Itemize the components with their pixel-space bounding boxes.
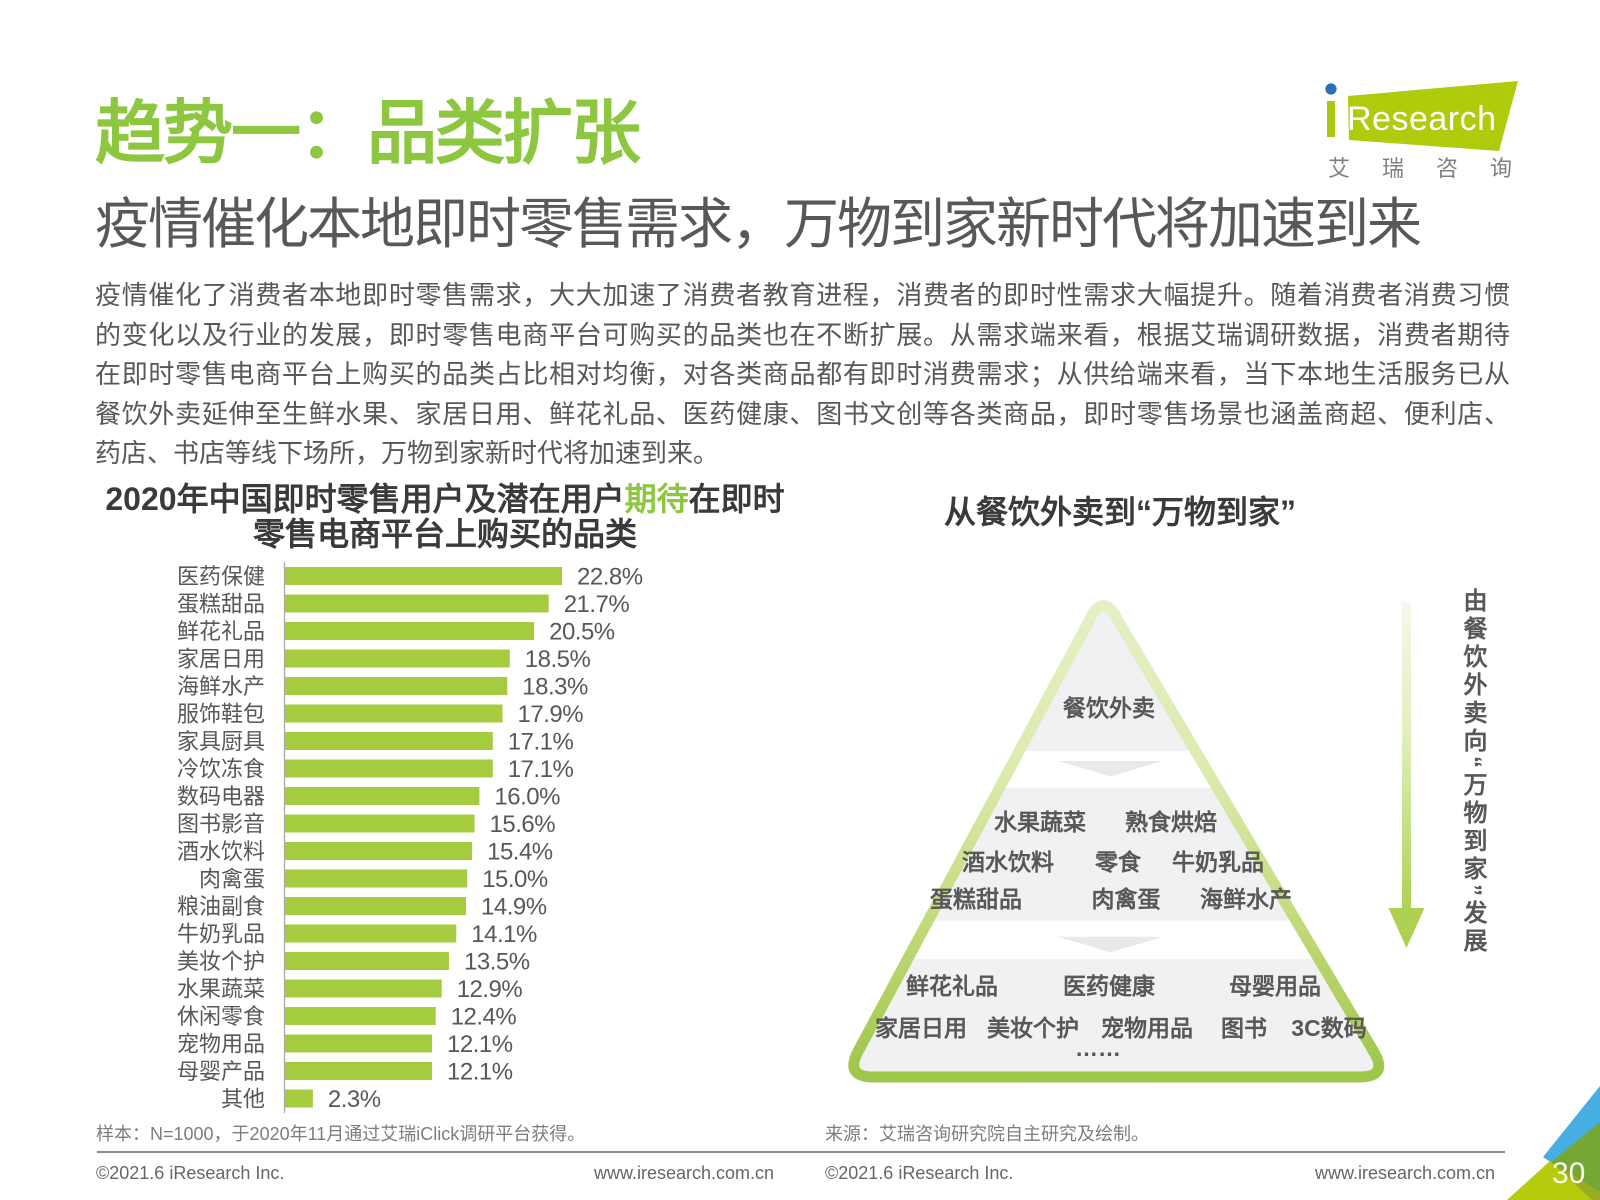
svg-text:酒水饮料: 酒水饮料 bbox=[962, 849, 1054, 875]
svg-text:家居日用: 家居日用 bbox=[875, 1015, 967, 1041]
svg-text:蛋糕甜品: 蛋糕甜品 bbox=[177, 592, 265, 617]
svg-text:17.1%: 17.1% bbox=[508, 756, 574, 783]
svg-text:蛋糕甜品: 蛋糕甜品 bbox=[930, 886, 1022, 912]
svg-text:鲜花礼品: 鲜花礼品 bbox=[906, 973, 998, 999]
svg-text:家居日用: 家居日用 bbox=[177, 647, 265, 672]
svg-text:18.5%: 18.5% bbox=[525, 646, 591, 673]
svg-text:海鲜水产: 海鲜水产 bbox=[177, 674, 265, 699]
svg-text:牛奶乳品: 牛奶乳品 bbox=[177, 922, 265, 947]
svg-text:宠物用品: 宠物用品 bbox=[177, 1032, 265, 1057]
svg-text:14.1%: 14.1% bbox=[471, 921, 537, 948]
svg-text:宠物用品: 宠物用品 bbox=[1101, 1015, 1193, 1041]
svg-text:18.3%: 18.3% bbox=[522, 674, 588, 701]
svg-text:美妆个护: 美妆个护 bbox=[177, 949, 265, 974]
svg-text:海鲜水产: 海鲜水产 bbox=[1200, 886, 1292, 912]
svg-text:3C数码: 3C数码 bbox=[1291, 1015, 1366, 1041]
svg-text:母婴用品: 母婴用品 bbox=[1229, 973, 1321, 999]
svg-text:15.4%: 15.4% bbox=[487, 839, 553, 866]
svg-text:零食: 零食 bbox=[1094, 849, 1142, 875]
svg-text:肉禽蛋: 肉禽蛋 bbox=[1092, 886, 1161, 912]
svg-text:冷饮冻食: 冷饮冻食 bbox=[177, 757, 265, 782]
svg-text:14.9%: 14.9% bbox=[481, 894, 547, 921]
svg-text:17.1%: 17.1% bbox=[508, 729, 574, 756]
svg-text:12.1%: 12.1% bbox=[447, 1031, 513, 1058]
svg-text:图书影音: 图书影音 bbox=[177, 812, 265, 837]
svg-text:Research: Research bbox=[1347, 100, 1497, 138]
svg-text:2.3%: 2.3% bbox=[328, 1086, 381, 1113]
svg-text:水果蔬菜: 水果蔬菜 bbox=[994, 809, 1086, 835]
svg-text:服饰鞋包: 服饰鞋包 bbox=[177, 702, 265, 727]
svg-text:20.5%: 20.5% bbox=[549, 619, 615, 646]
svg-text:12.1%: 12.1% bbox=[447, 1059, 513, 1086]
svg-text:水果蔬菜: 水果蔬菜 bbox=[177, 977, 265, 1002]
svg-text:鲜花礼品: 鲜花礼品 bbox=[177, 619, 265, 644]
svg-text:熟食烘焙: 熟食烘焙 bbox=[1125, 809, 1217, 835]
svg-text:12.4%: 12.4% bbox=[451, 1004, 517, 1031]
svg-text:医药保健: 医药保健 bbox=[177, 564, 265, 589]
svg-text:30: 30 bbox=[1552, 1157, 1585, 1190]
svg-text:图书: 图书 bbox=[1221, 1015, 1267, 1041]
svg-text:美妆个护: 美妆个护 bbox=[987, 1015, 1079, 1041]
svg-text:酒水饮料: 酒水饮料 bbox=[177, 839, 265, 864]
svg-text:数码电器: 数码电器 bbox=[177, 784, 265, 809]
svg-text:15.6%: 15.6% bbox=[490, 811, 556, 838]
svg-text:22.8%: 22.8% bbox=[577, 564, 643, 591]
svg-text:12.9%: 12.9% bbox=[457, 976, 523, 1003]
svg-text:艾瑞咨询: 艾瑞咨询 bbox=[1328, 156, 1540, 181]
svg-text:15.0%: 15.0% bbox=[482, 866, 548, 893]
svg-text:牛奶乳品: 牛奶乳品 bbox=[1172, 849, 1264, 875]
svg-text:餐饮外卖: 餐饮外卖 bbox=[1063, 695, 1155, 721]
svg-text:粮油副食: 粮油副食 bbox=[177, 894, 265, 919]
svg-text:休闲零食: 休闲零食 bbox=[177, 1004, 265, 1029]
svg-text:其他: 其他 bbox=[221, 1087, 265, 1112]
svg-text:21.7%: 21.7% bbox=[564, 591, 630, 618]
svg-text:肉禽蛋: 肉禽蛋 bbox=[199, 867, 265, 892]
svg-text:医药健康: 医药健康 bbox=[1063, 973, 1156, 999]
svg-text:17.9%: 17.9% bbox=[518, 701, 584, 728]
svg-text:13.5%: 13.5% bbox=[464, 949, 530, 976]
svg-text:家具厨具: 家具厨具 bbox=[177, 729, 265, 754]
svg-text:母婴产品: 母婴产品 bbox=[177, 1059, 265, 1084]
svg-text:16.0%: 16.0% bbox=[494, 784, 560, 811]
svg-text:……: …… bbox=[1075, 1035, 1121, 1061]
